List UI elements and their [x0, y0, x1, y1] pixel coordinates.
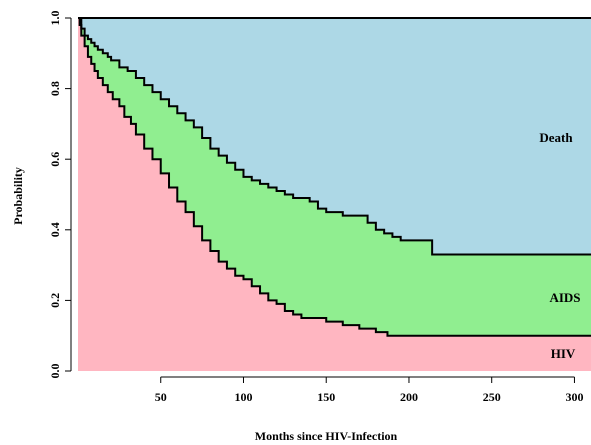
- y-tick-label: 0.4: [48, 222, 62, 237]
- line-hiv-boundary: [78, 17, 591, 337]
- axes: 0.0 0.2 0.4 0.6 0.8 1.0 50 100 150 200 250 300: [48, 11, 583, 405]
- region-label-hiv: HIV: [551, 346, 576, 361]
- area-layers: [78, 18, 591, 371]
- x-tick-label: 150: [317, 390, 335, 404]
- y-tick-label: 0.0: [48, 364, 62, 379]
- x-tick-label: 100: [234, 390, 252, 404]
- x-tick-label: 50: [155, 390, 167, 404]
- region-label-death: Death: [539, 130, 573, 145]
- x-axis-title: Months since HIV-Infection: [255, 429, 398, 443]
- y-tick-label: 0.6: [48, 152, 62, 167]
- y-tick-label: 0.8: [48, 81, 62, 96]
- x-tick-label: 200: [400, 390, 418, 404]
- x-tick-label: 300: [565, 390, 583, 404]
- y-axis-title: Probability: [11, 167, 25, 225]
- line-aids-boundary: [78, 17, 591, 256]
- y-tick-label: 1.0: [48, 11, 62, 26]
- x-tick-label: 250: [483, 390, 501, 404]
- region-labels: Death AIDS HIV: [539, 130, 580, 361]
- area-hiv: [78, 18, 591, 371]
- boundary-lines: [78, 17, 591, 337]
- y-tick-label: 0.2: [48, 293, 62, 308]
- region-label-aids: AIDS: [549, 290, 580, 305]
